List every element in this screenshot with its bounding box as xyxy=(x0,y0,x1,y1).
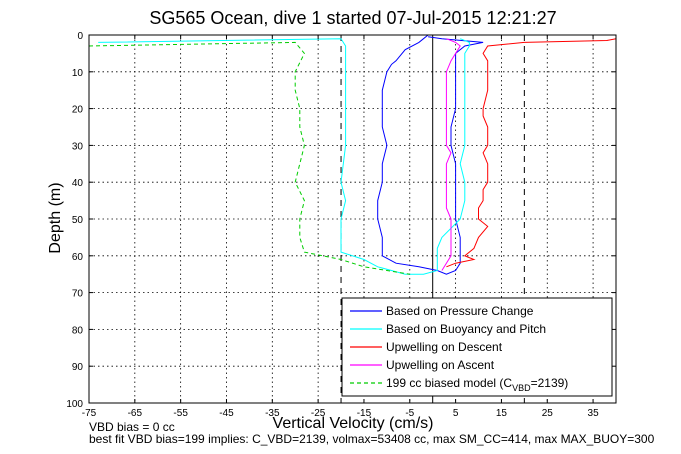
series-line-3 xyxy=(446,38,617,268)
x-tick-label: -55 xyxy=(173,408,188,419)
y-tick-label: 20 xyxy=(72,105,84,116)
legend: Based on Pressure Change Based on Buoyanc… xyxy=(341,297,613,397)
chart-title: SG565 Ocean, dive 1 started 07-Jul-2015 … xyxy=(149,8,556,28)
y-tick-label: 70 xyxy=(72,289,84,300)
x-tick-label: -65 xyxy=(128,408,143,419)
x-tick-label: -75 xyxy=(82,408,97,419)
legend-box xyxy=(341,297,613,397)
series-line-5 xyxy=(88,41,410,275)
y-tick-label: 100 xyxy=(66,399,83,410)
x-axis-label: Vertical Velocity (cm/s) xyxy=(273,415,434,432)
y-tick-label: 30 xyxy=(72,141,84,152)
y-tick-label: 40 xyxy=(72,178,84,189)
x-tick-label: 15 xyxy=(496,408,508,419)
series-group xyxy=(88,34,617,275)
vbd-bias-note: VBD bias = 0 cc xyxy=(89,420,175,434)
x-tick-label: -15 xyxy=(357,408,372,419)
y-tick-label: 50 xyxy=(72,215,84,226)
series-line-1 xyxy=(377,34,484,275)
x-tick-label: -45 xyxy=(219,408,234,419)
x-axis-ticks: -75 -65 -55 -45 -35 -25 -15 -5 5 15 25 35 xyxy=(82,35,599,419)
x-tick-label: 5 xyxy=(453,408,459,419)
y-axis-label: Depth (m) xyxy=(47,182,64,253)
legend-entry: Upwelling on Ascent xyxy=(386,358,495,372)
legend-entry: Upwelling on Descent xyxy=(386,340,503,354)
x-tick-label: -35 xyxy=(265,408,280,419)
y-tick-label: 0 xyxy=(77,31,83,42)
best-fit-note: best fit VBD bias=199 implies: C_VBD=213… xyxy=(89,432,655,446)
y-axis-ticks: 0 10 20 30 40 50 60 70 80 90 100 xyxy=(66,31,616,410)
legend-entry: Based on Buoyancy and Pitch xyxy=(386,322,546,336)
legend-entry: Based on Pressure Change xyxy=(386,304,534,318)
x-tick-label: 35 xyxy=(588,408,600,419)
x-tick-label: -5 xyxy=(405,408,414,419)
y-tick-label: 90 xyxy=(72,362,84,373)
x-tick-label: -25 xyxy=(311,408,326,419)
y-tick-label: 10 xyxy=(72,68,84,79)
series-line-2 xyxy=(98,38,470,275)
series-line-4 xyxy=(441,38,461,271)
legend-entry: 199 cc biased model (CVBD=2139) xyxy=(386,376,568,393)
y-tick-label: 80 xyxy=(72,325,84,336)
y-tick-label: 60 xyxy=(72,252,84,263)
x-tick-label: 25 xyxy=(542,408,554,419)
